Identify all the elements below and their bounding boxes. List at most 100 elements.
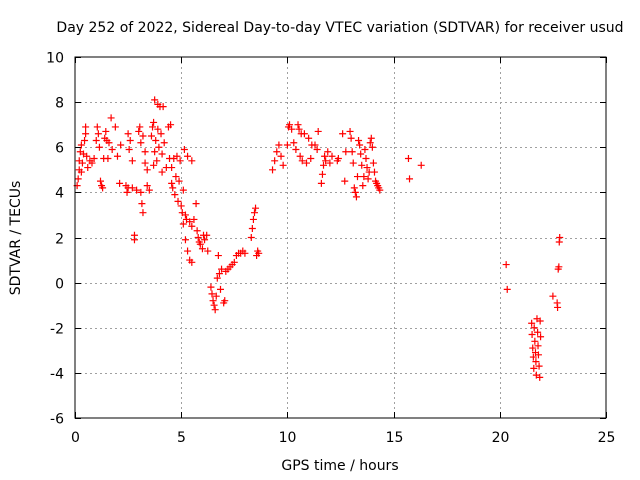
data-point xyxy=(184,247,192,255)
data-point xyxy=(151,148,159,156)
data-point xyxy=(116,179,124,187)
data-point xyxy=(313,146,321,154)
data-point xyxy=(531,337,539,345)
data-point xyxy=(83,152,91,160)
data-point xyxy=(210,301,218,309)
data-point xyxy=(90,155,98,163)
data-point xyxy=(128,157,136,165)
data-point xyxy=(193,227,201,235)
data-point xyxy=(180,146,188,154)
data-point xyxy=(528,331,536,339)
data-points xyxy=(73,96,564,381)
data-point xyxy=(102,127,110,135)
data-point xyxy=(536,373,544,381)
data-point xyxy=(157,130,165,138)
data-point xyxy=(290,139,298,147)
data-point xyxy=(322,157,330,165)
data-point xyxy=(126,136,134,144)
data-point xyxy=(150,118,158,126)
data-point xyxy=(307,155,315,163)
data-point xyxy=(137,188,145,196)
data-point xyxy=(147,132,155,140)
data-point xyxy=(357,150,365,158)
data-point xyxy=(196,240,204,248)
data-point xyxy=(241,249,249,257)
data-point xyxy=(203,231,211,239)
data-point xyxy=(192,200,200,208)
data-point xyxy=(277,152,285,160)
data-point xyxy=(537,333,545,341)
data-point xyxy=(188,222,196,230)
data-point xyxy=(292,146,300,154)
data-point xyxy=(353,173,361,181)
data-point xyxy=(283,141,291,149)
data-point xyxy=(534,342,542,350)
y-tick-label: 6 xyxy=(55,141,64,157)
data-point xyxy=(300,130,308,138)
data-point xyxy=(555,263,563,271)
data-point xyxy=(350,184,358,192)
data-point xyxy=(173,152,181,160)
data-point xyxy=(188,258,196,266)
data-point xyxy=(204,247,212,255)
data-point xyxy=(317,179,325,187)
data-point xyxy=(288,125,296,133)
data-point xyxy=(136,123,144,131)
data-point xyxy=(92,136,100,144)
data-point xyxy=(124,130,132,138)
data-point xyxy=(99,184,107,192)
data-point xyxy=(534,351,542,359)
data-point xyxy=(95,143,103,151)
data-point xyxy=(404,155,412,163)
y-axis-label: SDTVAR / TECUs xyxy=(8,181,24,296)
data-point xyxy=(355,136,363,144)
x-tick-label: 20 xyxy=(492,430,510,446)
data-point xyxy=(151,96,159,104)
x-axis-label: GPS time / hours xyxy=(281,458,398,474)
y-tick-label: 10 xyxy=(46,51,64,67)
data-point xyxy=(111,123,119,131)
data-point xyxy=(208,290,216,298)
data-point xyxy=(352,193,360,201)
data-point xyxy=(150,161,158,169)
data-point xyxy=(74,175,82,183)
data-point xyxy=(172,173,180,181)
data-point xyxy=(152,136,160,144)
data-point xyxy=(94,130,102,138)
data-point xyxy=(212,292,220,300)
data-point xyxy=(175,177,183,185)
y-tick-label: 2 xyxy=(55,232,64,248)
data-point xyxy=(275,141,283,149)
data-point xyxy=(213,274,221,282)
data-point xyxy=(341,177,349,185)
data-point xyxy=(216,285,224,293)
data-point xyxy=(179,186,187,194)
data-point xyxy=(113,152,121,160)
data-point xyxy=(339,130,347,138)
data-point xyxy=(82,130,90,138)
data-point xyxy=(158,168,166,176)
data-point xyxy=(153,157,161,165)
data-point xyxy=(149,123,157,131)
data-point xyxy=(141,159,149,167)
data-point xyxy=(190,215,198,223)
data-point xyxy=(348,148,356,156)
data-point xyxy=(218,265,226,273)
data-point xyxy=(376,186,384,194)
data-point xyxy=(342,148,350,156)
data-point xyxy=(155,143,163,151)
data-point xyxy=(215,270,223,278)
data-point xyxy=(78,159,86,167)
data-point xyxy=(168,164,176,172)
data-point xyxy=(160,139,168,147)
data-point xyxy=(296,152,304,160)
data-point xyxy=(554,303,562,311)
data-point xyxy=(198,245,206,253)
data-point xyxy=(143,182,151,190)
data-point xyxy=(186,218,194,226)
data-point xyxy=(125,146,133,154)
x-tick-label: 0 xyxy=(71,430,80,446)
data-point xyxy=(123,188,131,196)
